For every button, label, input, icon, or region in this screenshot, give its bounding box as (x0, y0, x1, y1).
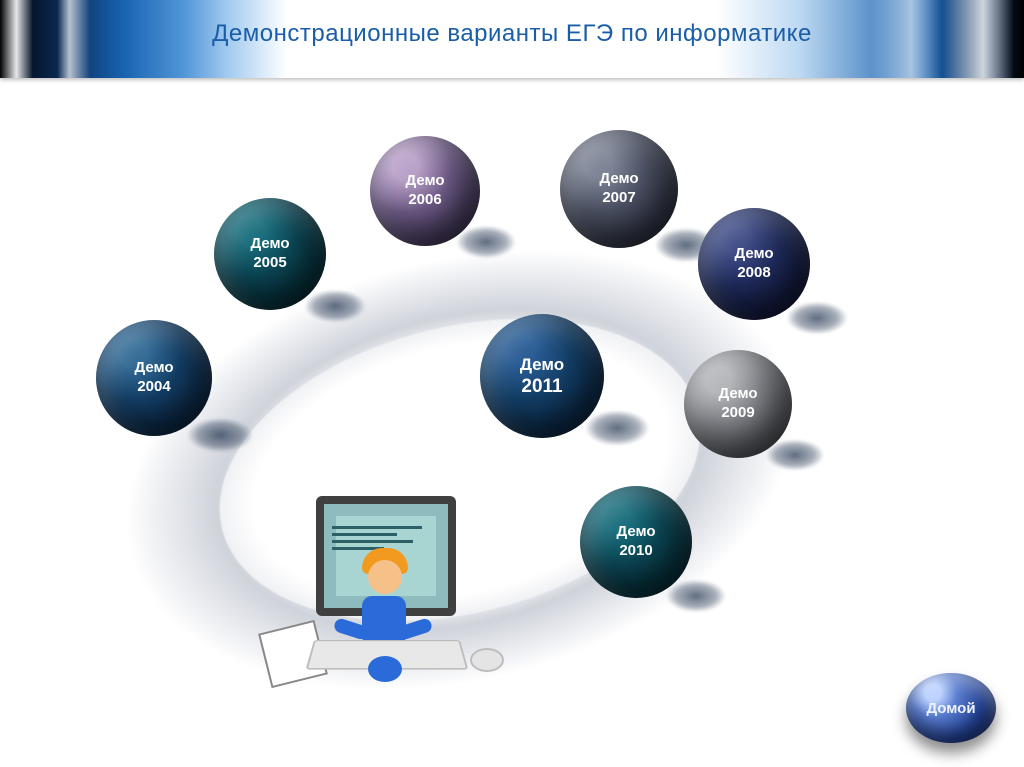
sphere-label-line2: 2006 (408, 191, 441, 210)
sphere-demo-2007[interactable]: Демо2007 (560, 130, 678, 248)
sphere-demo-2004[interactable]: Демо2004 (96, 320, 212, 436)
slide-stage: Демонстрационные варианты ЕГЭ по информа… (0, 0, 1024, 767)
sphere-demo-2005[interactable]: Демо2005 (214, 198, 326, 310)
sphere-label-line1: Демо (616, 523, 655, 542)
sphere-label-line1: Демо (405, 172, 444, 191)
sphere-demo-2009[interactable]: Демо2009 (684, 350, 792, 458)
sphere-label-line1: Демо (718, 385, 757, 404)
sphere-label-line2: 2010 (619, 542, 652, 561)
page-title: Демонстрационные варианты ЕГЭ по информа… (0, 20, 1024, 48)
sphere-label-line2: 2009 (721, 404, 754, 423)
computer-user-clipart (270, 500, 480, 690)
home-button-label: Домой (926, 700, 975, 717)
sphere-label-line1: Демо (599, 170, 638, 189)
sphere-label-line1: Демо (134, 359, 173, 378)
sphere-label-line2: 2005 (253, 254, 286, 273)
sphere-demo-2008[interactable]: Демо2008 (698, 208, 810, 320)
stool-icon (368, 656, 402, 682)
sphere-label-line2: 2011 (521, 375, 562, 399)
sphere-label-line1: Демо (520, 354, 564, 375)
sphere-label-line1: Демо (250, 235, 289, 254)
sphere-label-line1: Демо (734, 245, 773, 264)
sphere-label-line2: 2004 (137, 378, 170, 397)
sphere-demo-2011[interactable]: Демо2011 (480, 314, 604, 438)
person-head (368, 560, 402, 594)
sphere-label-line2: 2008 (737, 264, 770, 283)
home-button[interactable]: Домой (906, 673, 996, 743)
sphere-label-line2: 2007 (602, 189, 635, 208)
mouse-icon (470, 648, 504, 672)
person-body (362, 596, 406, 646)
sphere-demo-2006[interactable]: Демо2006 (370, 136, 480, 246)
sphere-demo-2010[interactable]: Демо2010 (580, 486, 692, 598)
